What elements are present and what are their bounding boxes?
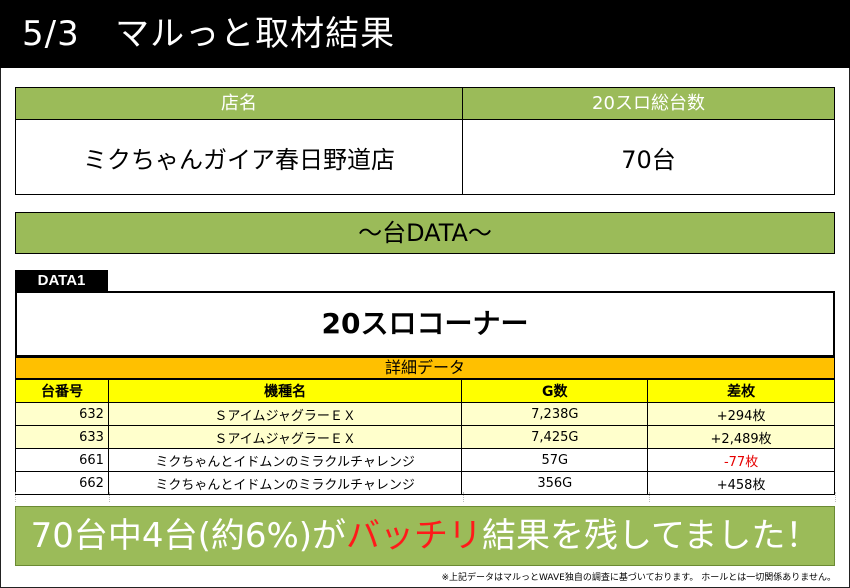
store-name-value: ミクちゃんガイア春日野道店 <box>16 120 463 194</box>
result-summary: 70台中4台(約6%)がバッチリ結果を残してました！ <box>15 506 835 566</box>
games-cell: 57G <box>461 448 649 472</box>
machine-name-cell: ミクちゃんとイドムンのミラクルチャレンジ <box>107 448 463 472</box>
store-name-header: 店名 <box>16 88 463 120</box>
column-header-machine-number: 台番号 <box>15 379 109 403</box>
machine-number-cell: 661 <box>15 448 109 472</box>
machine-number-cell: 632 <box>15 402 109 426</box>
store-info-table: 店名 20スロ総台数 ミクちゃんガイア春日野道店 70台 <box>15 87 835 195</box>
column-header-difference: 差枚 <box>647 379 835 403</box>
games-cell: 7,238G <box>461 402 649 426</box>
detail-header: 詳細データ <box>15 357 835 379</box>
section-title: ～台DATA～ <box>15 212 835 254</box>
machine-number-cell: 662 <box>15 471 109 495</box>
difference-cell: +2,489枚 <box>647 425 835 449</box>
table-row: 632 ＳアイムジャグラーＥＸ 7,238G +294枚 <box>15 402 835 426</box>
machine-name-cell: ＳアイムジャグラーＥＸ <box>107 402 463 426</box>
machine-name-cell: ミクちゃんとイドムンのミラクルチャレンジ <box>107 471 463 495</box>
data-tab-label: DATA1 <box>15 270 108 292</box>
machine-number-cell: 633 <box>15 425 109 449</box>
page-title: 5/3 マルっと取材結果 <box>0 0 850 68</box>
games-cell: 7,425G <box>461 425 649 449</box>
result-text-after: 結果を残してました！ <box>482 516 820 556</box>
column-header-games: G数 <box>461 379 649 403</box>
table-row: 662 ミクちゃんとイドムンのミラクルチャレンジ 356G +458枚 <box>15 471 835 495</box>
table-row: 661 ミクちゃんとイドムンのミラクルチャレンジ 57G -77枚 <box>15 448 835 472</box>
table-row: 633 ＳアイムジャグラーＥＸ 7,425G +2,489枚 <box>15 425 835 449</box>
corner-title: 20スロコーナー <box>15 291 835 357</box>
result-highlight: バッチリ <box>346 516 483 556</box>
column-header-machine-name: 機種名 <box>107 379 463 403</box>
machine-count-header: 20スロ総台数 <box>463 88 834 120</box>
result-text-before: 70台中4台(約6%)が <box>30 516 347 556</box>
machine-name-cell: ＳアイムジャグラーＥＸ <box>107 425 463 449</box>
machine-count-value: 70台 <box>621 145 676 174</box>
empty-row-gridlines <box>15 492 836 502</box>
difference-cell: -77枚 <box>647 448 835 472</box>
difference-cell: +458枚 <box>647 471 835 495</box>
machine-data-table: 台番号 機種名 G数 差枚 632 ＳアイムジャグラーＥＸ 7,238G +29… <box>15 379 835 495</box>
difference-cell: +294枚 <box>647 402 835 426</box>
table-header-row: 台番号 機種名 G数 差枚 <box>15 379 835 403</box>
footnote: ※上記データはマルっとWAVE独自の調査に基づいております。 ホールとは一切関係… <box>441 573 836 583</box>
